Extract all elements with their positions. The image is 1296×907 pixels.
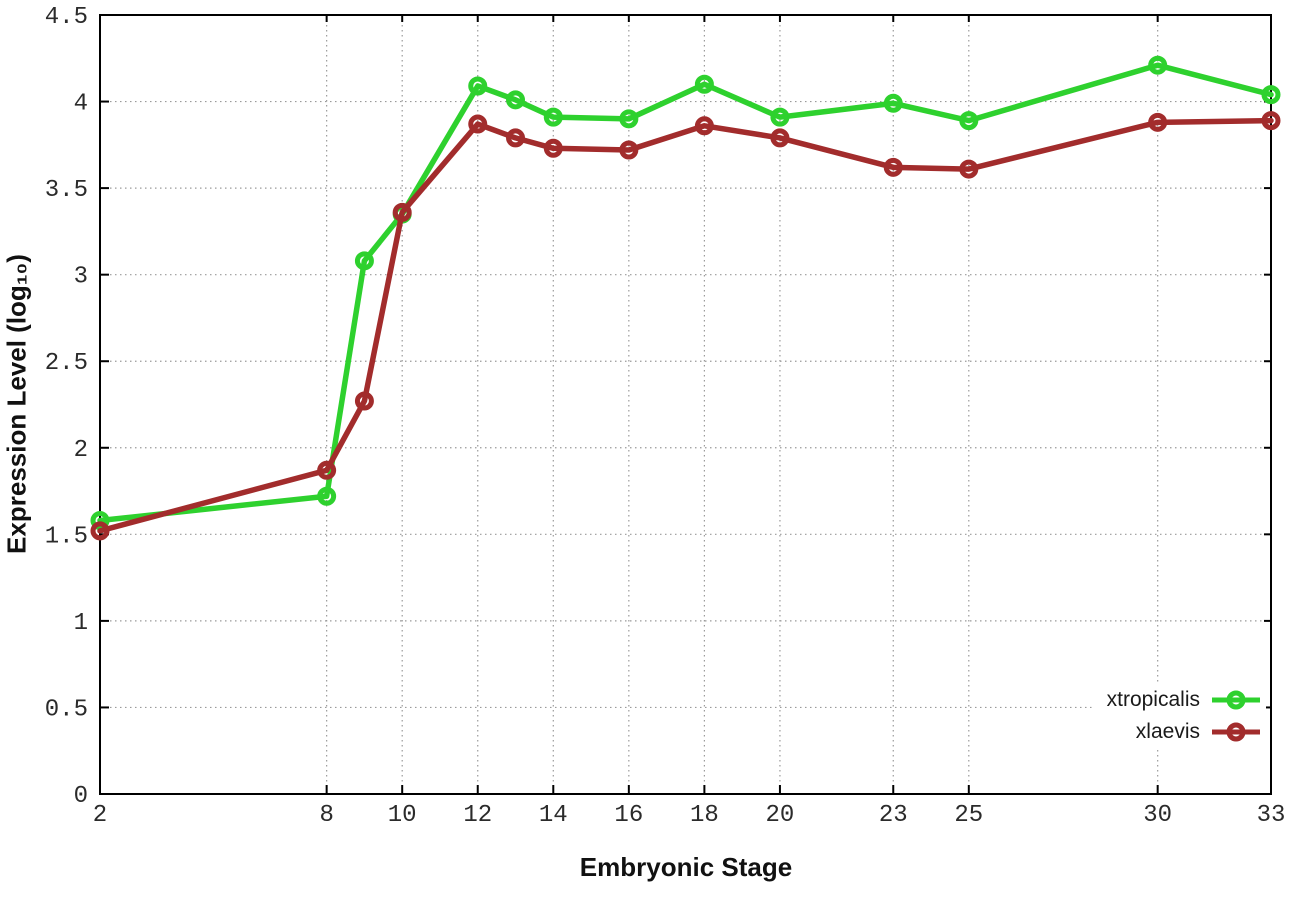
data-point bbox=[619, 140, 639, 160]
series-xlaevis bbox=[90, 111, 1281, 541]
data-point bbox=[543, 138, 563, 158]
data-point bbox=[694, 116, 714, 136]
x-tick-label: 16 bbox=[614, 802, 643, 829]
y-tick-labels: 0 0.5 1 1.5 2 2.5 3 3.5 4 4.5 bbox=[45, 4, 88, 810]
y-tick-label: 3.5 bbox=[45, 177, 88, 204]
y-axis-title: Expression Level (log₁₀) bbox=[1, 254, 32, 554]
series-line bbox=[97, 117, 1274, 534]
x-tick-label: 12 bbox=[463, 802, 492, 829]
data-point bbox=[770, 128, 790, 148]
x-tick-label: 10 bbox=[388, 802, 417, 829]
series-line bbox=[97, 62, 1274, 524]
data-point bbox=[468, 114, 488, 134]
legend-marker-xtropicalis bbox=[1212, 690, 1260, 710]
x-tick-label: 30 bbox=[1143, 802, 1172, 829]
x-tick-labels: 2 8 10 12 14 16 18 20 23 25 30 33 bbox=[93, 802, 1286, 829]
series-xtropicalis bbox=[90, 55, 1281, 530]
data-point bbox=[90, 510, 110, 530]
legend-entry-xlaevis: xlaevis bbox=[1136, 718, 1262, 746]
data-point bbox=[1148, 112, 1168, 132]
y-tick-label: 2.5 bbox=[45, 350, 88, 377]
data-point bbox=[959, 111, 979, 131]
data-point bbox=[354, 251, 374, 271]
legend-label-xtropicalis: xtropicalis bbox=[1106, 688, 1200, 711]
legend-marker-xlaevis bbox=[1212, 722, 1260, 742]
data-point bbox=[1261, 85, 1281, 105]
data-point bbox=[883, 93, 903, 113]
x-axis-title: Embryonic Stage bbox=[579, 852, 793, 882]
y-tick-label: 4 bbox=[74, 91, 88, 118]
y-tick-label: 0.5 bbox=[45, 696, 88, 723]
data-point bbox=[317, 460, 337, 480]
data-point bbox=[883, 157, 903, 177]
y-tick-label: 1 bbox=[74, 610, 88, 637]
y-tick-label: 3 bbox=[74, 264, 88, 291]
data-point bbox=[317, 486, 337, 506]
data-point bbox=[354, 391, 374, 411]
x-tick-label: 23 bbox=[879, 802, 908, 829]
legend-label-xlaevis: xlaevis bbox=[1135, 720, 1200, 743]
data-point bbox=[468, 76, 488, 96]
gridlines bbox=[100, 15, 1271, 794]
x-tick-label: 8 bbox=[319, 802, 333, 829]
data-point bbox=[506, 128, 526, 148]
x-tick-label: 14 bbox=[539, 802, 568, 829]
x-tick-label: 33 bbox=[1257, 802, 1286, 829]
plot-border bbox=[99, 14, 1272, 795]
y-tick-label: 1.5 bbox=[45, 523, 88, 550]
legend: xtropicalis xlaevis bbox=[1092, 684, 1266, 748]
data-point bbox=[959, 159, 979, 179]
data-point bbox=[770, 107, 790, 127]
data-point bbox=[694, 74, 714, 94]
data-point bbox=[392, 202, 412, 222]
data-point bbox=[1261, 111, 1281, 131]
legend-entry-xtropicalis: xtropicalis bbox=[1107, 686, 1262, 714]
x-tick-label: 18 bbox=[690, 802, 719, 829]
data-point bbox=[506, 90, 526, 110]
y-tick-label: 2 bbox=[74, 437, 88, 464]
y-tick-label: 0 bbox=[74, 783, 88, 810]
y-tick-label: 4.5 bbox=[45, 4, 88, 31]
data-point bbox=[543, 107, 563, 127]
x-tick-label: 25 bbox=[954, 802, 983, 829]
data-point bbox=[619, 109, 639, 129]
x-tick-label: 20 bbox=[766, 802, 795, 829]
x-tick-label: 2 bbox=[93, 802, 107, 829]
data-point bbox=[90, 521, 110, 541]
data-point bbox=[1148, 55, 1168, 75]
